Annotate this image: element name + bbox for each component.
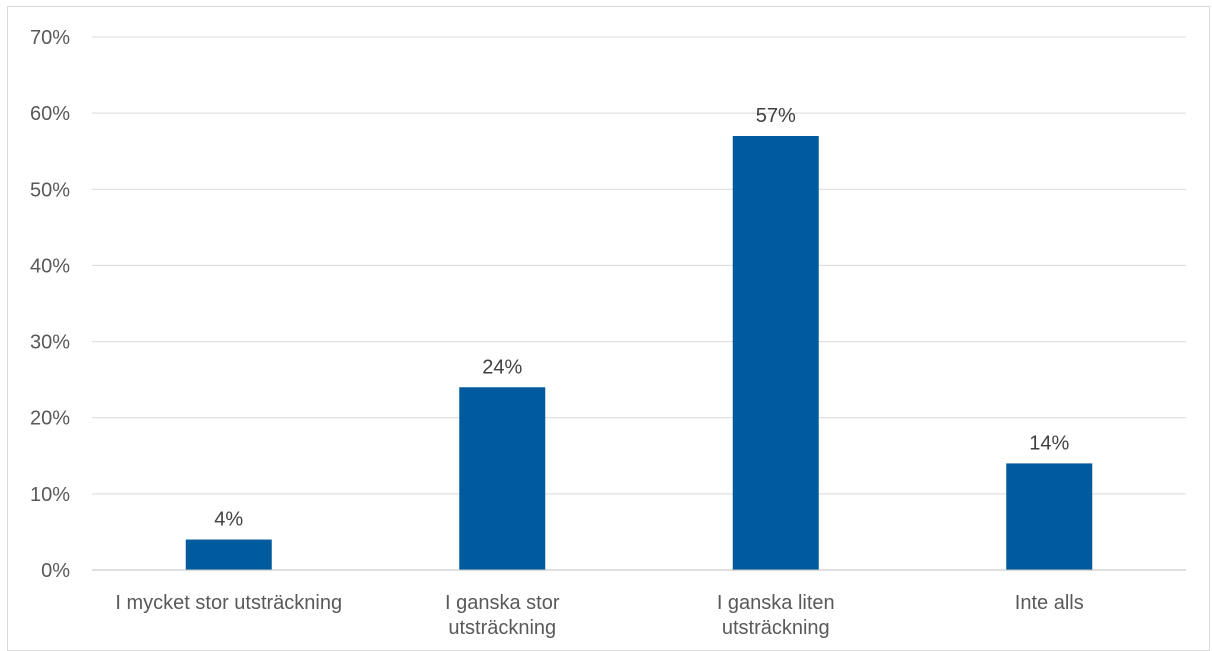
data-label: 57% xyxy=(756,105,796,127)
y-tick-label: 50% xyxy=(30,179,70,201)
category-label-line: I ganska stor xyxy=(445,592,560,614)
category-label-line: I mycket stor utsträckning xyxy=(115,592,342,614)
y-axis-tick-labels: 0% 10% 20% 30% 40% 50% 60% 70% xyxy=(30,27,70,582)
y-tick-label: 70% xyxy=(30,27,70,49)
y-tick-label: 20% xyxy=(30,408,70,430)
data-label: 4% xyxy=(214,509,243,531)
category-label: I mycket stor utsträckning xyxy=(115,592,342,614)
y-tick-label: 10% xyxy=(30,484,70,506)
y-tick-label: 30% xyxy=(30,332,70,354)
bar xyxy=(1006,463,1093,570)
y-tick-label: 0% xyxy=(41,560,70,582)
category-label-line: utsträckning xyxy=(722,617,830,639)
category-label-line: I ganska liten xyxy=(717,592,835,614)
y-tick-label: 60% xyxy=(30,103,70,125)
bar xyxy=(732,135,819,570)
data-labels: 4% 24% 57% 14% xyxy=(214,105,1069,531)
gridlines xyxy=(92,36,1186,495)
y-tick-label: 40% xyxy=(30,255,70,277)
category-label: Inte alls xyxy=(1015,592,1084,614)
x-axis-category-labels: I mycket stor utsträckning I ganska stor u… xyxy=(115,592,1083,639)
bar xyxy=(459,387,546,570)
category-label: I ganska liten utsträckning xyxy=(717,592,835,639)
data-label: 24% xyxy=(482,356,522,378)
data-label: 14% xyxy=(1029,432,1069,454)
category-label-line: utsträckning xyxy=(448,617,556,639)
category-label-line: Inte alls xyxy=(1015,592,1084,614)
bars xyxy=(185,135,1093,570)
bar xyxy=(185,539,272,570)
category-label: I ganska stor utsträckning xyxy=(445,592,560,639)
